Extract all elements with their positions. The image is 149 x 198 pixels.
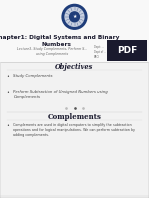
Text: •: • [6,123,9,128]
Text: Study Complements: Study Complements [13,74,53,78]
Text: Dept: ...
Dept of ...
BBCI: Dept: ... Dept of ... BBCI [94,45,106,59]
Text: Complements: Complements [48,113,101,121]
Text: Lecture3- Study Complements, Perform S...
using Complements: Lecture3- Study Complements, Perform S..… [17,48,87,56]
FancyBboxPatch shape [107,40,147,61]
FancyBboxPatch shape [0,0,149,63]
Text: Complements are used in digital computers to simplify the subtraction
operations: Complements are used in digital computer… [13,123,135,137]
Text: •: • [6,74,9,79]
Text: Chapter1: Digital Systems and Binary
Numbers: Chapter1: Digital Systems and Binary Num… [0,35,119,47]
Ellipse shape [69,11,80,23]
Ellipse shape [64,7,85,27]
Text: Perform Subtraction of Unsigned Numbers using
Complements: Perform Subtraction of Unsigned Numbers … [13,90,108,99]
Text: PDF: PDF [117,46,137,55]
Ellipse shape [61,4,88,30]
Text: Objectives: Objectives [55,63,94,71]
Text: •: • [6,90,9,95]
Text: ★: ★ [72,14,77,19]
